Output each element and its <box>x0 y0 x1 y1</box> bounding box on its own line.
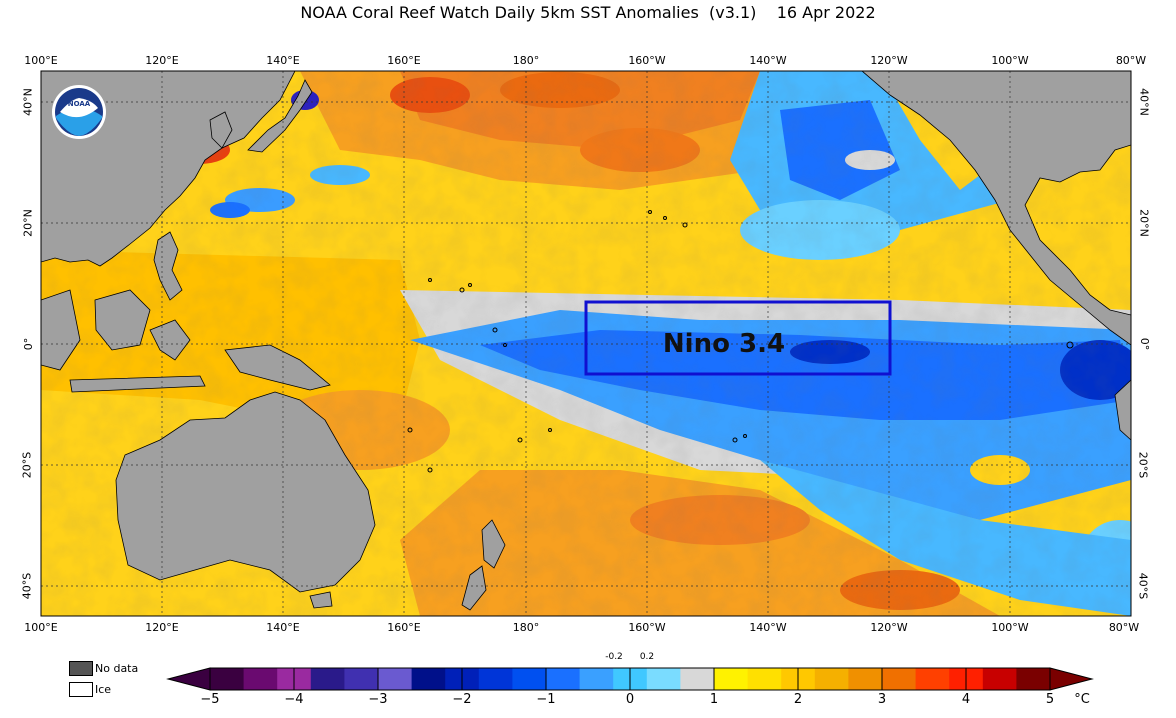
graticule <box>41 71 1131 616</box>
lon-label-bottom: 160°W <box>628 621 666 634</box>
lat-label-right: 20°N <box>1137 209 1151 237</box>
lat-label-right: 40°S <box>1136 572 1150 600</box>
colorbar-segment <box>546 668 581 690</box>
lat-label-right: 20°S <box>1136 451 1150 479</box>
lon-label-top: 180° <box>512 54 540 67</box>
colorbar-tick: −5 <box>200 692 220 707</box>
lon-label-bottom: 180° <box>512 621 540 634</box>
no-data-swatch <box>69 661 93 676</box>
lon-label-top: 100°W <box>991 54 1029 67</box>
colorbar-tick: 4 <box>961 692 971 707</box>
lat-label-right: 40°N <box>1137 88 1151 116</box>
map-frame <box>40 70 1132 617</box>
colorbar-segment <box>714 668 749 690</box>
colorbar-segment <box>344 668 379 690</box>
australia-landmass <box>115 391 376 593</box>
ice-swatch <box>69 682 93 697</box>
lon-label-bottom: 100°W <box>991 621 1029 634</box>
lon-label-bottom: 100°E <box>24 621 58 634</box>
lon-label-bottom: 160°E <box>387 621 421 634</box>
colorbar-segment <box>747 668 782 690</box>
colorbar-tick: −3 <box>368 692 388 707</box>
colorbar-tick: −2 <box>452 692 472 707</box>
lat-label-left: 40°S <box>20 572 34 600</box>
colorbar-segment <box>478 668 513 690</box>
lat-label-right: 0° <box>1137 337 1151 351</box>
noaa-logo: NOAA <box>52 85 106 139</box>
lat-label-left: 40°N <box>21 88 35 116</box>
colorbar-tick: −4 <box>284 692 304 707</box>
colorbar <box>166 667 1094 691</box>
lon-label-bottom: 80°W <box>1108 621 1140 634</box>
colorbar-small-tick: -0.2 <box>605 652 623 662</box>
colorbar-segment <box>982 668 1017 690</box>
colorbar-tick: 5 <box>1045 692 1055 707</box>
colorbar-tick: 2 <box>793 692 803 707</box>
colorbar-tick: −1 <box>536 692 556 707</box>
lon-label-bottom: 140°E <box>266 621 300 634</box>
nino34-box <box>584 300 892 376</box>
colorbar-segment <box>646 668 681 690</box>
lon-label-top: 160°E <box>387 54 421 67</box>
lon-label-top: 140°E <box>266 54 300 67</box>
lon-label-bottom: 120°E <box>145 621 179 634</box>
colorbar-arrow-high <box>1049 667 1094 691</box>
colorbar-segment <box>512 668 547 690</box>
colorbar-tick: 3 <box>877 692 887 707</box>
colorbar-segment <box>882 668 917 690</box>
lat-label-left: 0° <box>21 337 35 351</box>
colorbar-segment <box>210 668 245 690</box>
colorbar-segment <box>814 668 849 690</box>
colorbar-tick: 1 <box>709 692 719 707</box>
colorbar-segment <box>378 668 413 690</box>
lon-label-top: 160°W <box>628 54 666 67</box>
colorbar-small-tick: 0.2 <box>639 652 655 662</box>
map-title: NOAA Coral Reef Watch Daily 5km SST Anom… <box>300 3 876 22</box>
lon-label-top: 120°E <box>145 54 179 67</box>
lon-label-bottom: 140°W <box>749 621 787 634</box>
lon-label-top: 80°W <box>1115 54 1147 67</box>
lon-label-top: 140°W <box>749 54 787 67</box>
colorbar-segment <box>680 668 715 690</box>
north-america-landmass <box>861 71 1131 346</box>
colorbar-segment <box>579 668 614 690</box>
lon-label-bottom: 120°W <box>870 621 908 634</box>
colorbar-segment <box>310 668 345 690</box>
colorbar-arrow-low <box>166 667 211 691</box>
lon-label-top: 100°E <box>24 54 58 67</box>
colorbar-segment <box>848 668 883 690</box>
colorbar-segment <box>1016 668 1051 690</box>
lat-label-left: 20°S <box>20 451 34 479</box>
lat-label-left: 20°N <box>21 209 35 237</box>
colorbar-segment <box>243 668 278 690</box>
colorbar-tick: 0 <box>625 692 635 707</box>
colorbar-unit: °C <box>1074 692 1090 707</box>
colorbar-segment <box>411 668 446 690</box>
lon-label-top: 120°W <box>870 54 908 67</box>
colorbar-segment <box>915 668 950 690</box>
ocean-anomaly-field <box>41 71 1131 616</box>
nino34-label: Nino 3.4 <box>663 329 785 359</box>
ice-label: Ice <box>95 683 112 696</box>
noaa-logo-text: NOAA <box>68 100 91 108</box>
no-data-label: No data <box>95 662 139 675</box>
